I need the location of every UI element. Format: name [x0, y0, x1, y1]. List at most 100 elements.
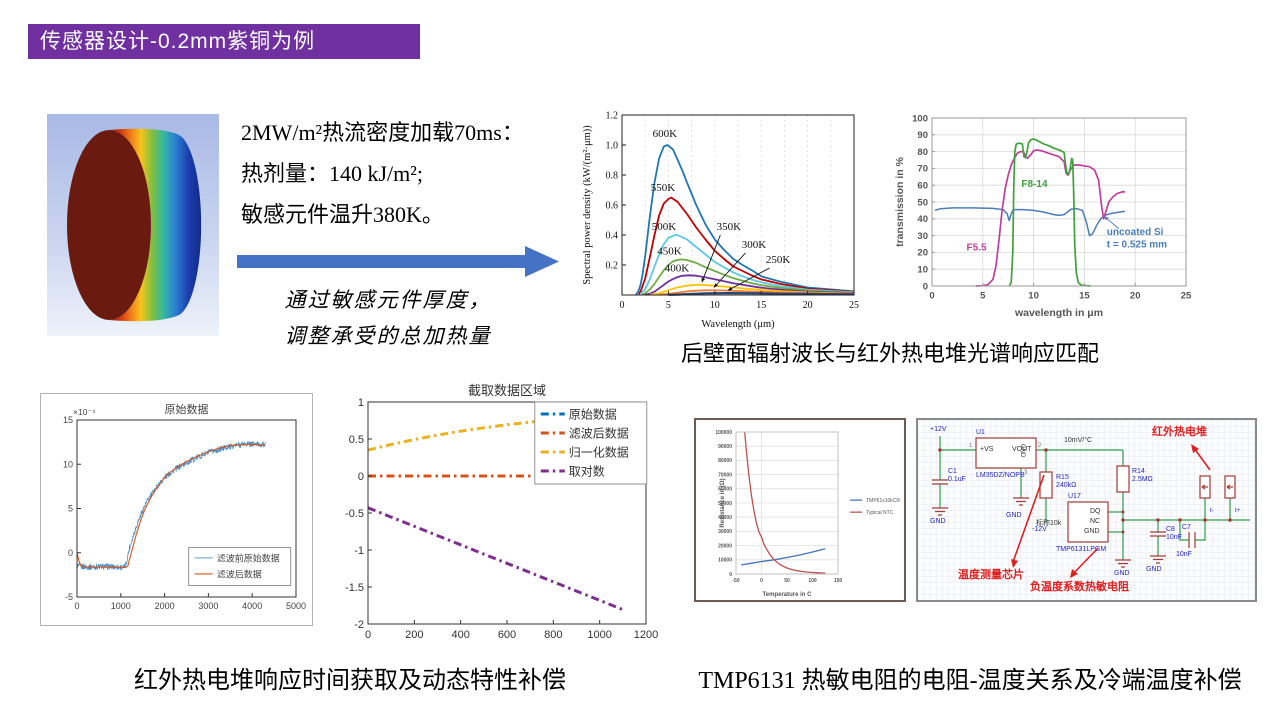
svg-text:Typical NTC: Typical NTC	[866, 510, 894, 516]
svg-text:10: 10	[1028, 291, 1039, 302]
spectral-power-chart: 0 5 10 15 20 25 0.2 0.4 0.6 0.8 1.0 1.2 Wavelength (…	[578, 103, 864, 336]
svg-text:15: 15	[1079, 291, 1090, 302]
caption-thermopile-response: 红外热电堆响应时间获取及动态特性补偿	[134, 668, 566, 694]
label-gnd-u1: GND	[1006, 512, 1022, 519]
svg-text:25: 25	[1181, 291, 1192, 302]
label-gnd-c1: GND	[930, 518, 946, 525]
svg-text:TMP61x10kCR: TMP61x10kCR	[866, 498, 900, 504]
label-c8-val: 10nF	[1166, 534, 1182, 541]
svg-text:5000: 5000	[286, 601, 306, 611]
svg-text:500K: 500K	[652, 221, 677, 233]
svg-text:0.2: 0.2	[606, 261, 619, 272]
svg-text:4000: 4000	[242, 601, 262, 611]
svg-text:1: 1	[358, 397, 364, 409]
svg-text:wavelength in μm: wavelength in μm	[1014, 307, 1103, 319]
svg-text:原始数据: 原始数据	[165, 402, 209, 416]
svg-text:250K: 250K	[766, 254, 791, 266]
heat-load-line-3: 敏感元件温升380K。	[241, 202, 444, 227]
svg-text:70000: 70000	[718, 472, 732, 478]
svg-text:0.4: 0.4	[606, 231, 619, 242]
svg-text:1.2: 1.2	[606, 111, 619, 122]
svg-text:600: 600	[498, 629, 516, 641]
label-u17-part: TMP6131LPGM	[1056, 546, 1107, 553]
svg-text:0: 0	[68, 548, 73, 558]
svg-text:×10⁻⁴: ×10⁻⁴	[73, 407, 96, 417]
label-r14-ref: R14	[1132, 468, 1145, 475]
svg-text:0: 0	[929, 291, 934, 302]
svg-text:0.6: 0.6	[606, 201, 619, 212]
svg-text:25: 25	[849, 300, 859, 311]
svg-text:Temperature in C: Temperature in C	[763, 592, 813, 598]
transmission-chart: 0 5 10 15 20 25 0 10 20 30 40 50 60 70 80 90 100 waveleng…	[892, 110, 1200, 325]
svg-text:10000: 10000	[718, 558, 732, 564]
svg-text:1200: 1200	[634, 629, 658, 641]
svg-text:20: 20	[1130, 291, 1141, 302]
label-u17-ref: U17	[1068, 493, 1081, 500]
svg-text:350K: 350K	[717, 221, 742, 233]
svg-text:uncoated Si: uncoated Si	[1107, 227, 1164, 238]
svg-text:0: 0	[923, 281, 928, 292]
svg-text:0.5: 0.5	[349, 434, 364, 446]
circuit-wires	[932, 436, 1250, 578]
svg-text:0: 0	[729, 572, 732, 578]
arrow-note-line-1: 通过敏感元件厚度，	[284, 288, 492, 312]
svg-text:90: 90	[917, 130, 928, 141]
svg-text:-1: -1	[354, 545, 364, 557]
label-c7-val: 10nF	[1176, 551, 1192, 558]
svg-text:0: 0	[74, 601, 79, 611]
label-v-minus: -12V	[1032, 526, 1047, 533]
svg-text:800: 800	[544, 629, 562, 641]
svg-text:滤波后数据: 滤波后数据	[217, 568, 262, 579]
svg-text:20: 20	[803, 300, 813, 311]
svg-text:40: 40	[917, 214, 928, 225]
svg-text:-50: -50	[732, 578, 739, 584]
circuit-diagram: +12V C1 0.1uF GND U1 +VS VOUT GND 1 2 3 …	[916, 418, 1257, 602]
label-u1-pin-vs: +VS	[980, 446, 994, 453]
svg-text:100: 100	[808, 578, 817, 584]
label-r14-val: 2.5MΩ	[1132, 476, 1153, 483]
label-u17-pin-nc: NC	[1090, 518, 1101, 525]
svg-text:600K: 600K	[653, 128, 678, 140]
svg-text:Wavelength (μm): Wavelength (μm)	[701, 319, 775, 330]
svg-text:300K: 300K	[742, 239, 767, 251]
svg-text:滤波后数据: 滤波后数据	[569, 426, 629, 441]
label-u1-ref: U1	[976, 429, 985, 436]
svg-text:滤波前原始数据: 滤波前原始数据	[217, 552, 280, 563]
svg-text:80: 80	[917, 147, 928, 158]
svg-text:30000: 30000	[718, 529, 732, 535]
label-u17-pin-gnd: GND	[1084, 528, 1100, 535]
svg-text:取对数: 取对数	[569, 464, 605, 479]
arrow-note: 通过敏感元件厚度， 调整承受的总加热量	[248, 282, 528, 354]
svg-text:0.8: 0.8	[606, 171, 619, 182]
caption-radiation-match: 后壁面辐射波长与红外热电堆光谱响应匹配	[680, 341, 1099, 366]
disk-render	[47, 114, 219, 336]
label-c8-ref: C8	[1166, 526, 1175, 533]
svg-text:-0.5: -0.5	[345, 508, 364, 520]
svg-text:40000: 40000	[718, 515, 732, 521]
flow-arrow	[237, 246, 559, 285]
page-title: 传感器设计-0.2mm紫铜为例	[28, 24, 420, 59]
heat-load-line-2: 热剂量：140 kJ/m²;	[241, 161, 423, 186]
svg-text:F5.5: F5.5	[967, 243, 987, 254]
svg-text:90000: 90000	[718, 444, 732, 450]
svg-text:50: 50	[784, 578, 790, 584]
heat-load-line-1: 2MW/m²热流密度加载70ms：	[241, 120, 524, 145]
svg-text:截取数据区域: 截取数据区域	[468, 383, 546, 398]
svg-text:Resistance in (Ω): Resistance in (Ω)	[720, 478, 726, 527]
svg-text:60: 60	[917, 181, 928, 192]
arrow-note-line-2: 调整承受的总加热量	[284, 324, 492, 348]
label-u1-pin3: 3	[1024, 470, 1028, 476]
svg-text:0: 0	[760, 578, 763, 584]
svg-text:1.0: 1.0	[606, 141, 619, 152]
svg-text:150: 150	[834, 578, 843, 584]
svg-text:550K: 550K	[651, 182, 676, 194]
annotation-ntc: 负温度系数热敏电阻	[1030, 581, 1129, 593]
label-u1-part: LM35DZ/NOPB	[976, 472, 1025, 479]
simulation-disk-image	[47, 114, 219, 336]
svg-text:2000: 2000	[155, 601, 175, 611]
svg-text:100: 100	[912, 113, 928, 124]
right-arrow-icon	[237, 246, 559, 277]
svg-text:-1.5: -1.5	[345, 582, 364, 594]
svg-text:0: 0	[358, 471, 364, 483]
svg-text:60000: 60000	[718, 487, 732, 493]
